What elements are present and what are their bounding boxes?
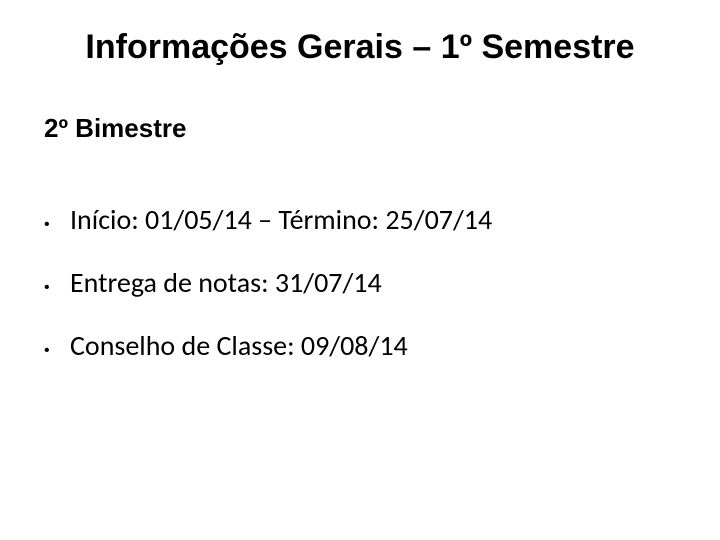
bullet-text: Início: 01/05/14 – Término: 25/07/14 — [70, 202, 492, 237]
list-item: • Conselho de Classe: 09/08/14 — [44, 328, 680, 363]
slide-container: Informações Gerais – 1º Semestre 2º Bime… — [0, 0, 720, 431]
bullet-marker: • — [44, 216, 70, 234]
bullet-list: • Início: 01/05/14 – Término: 25/07/14 •… — [40, 202, 680, 363]
list-item: • Entrega de notas: 31/07/14 — [44, 265, 680, 300]
slide-title: Informações Gerais – 1º Semestre — [40, 28, 680, 67]
bullet-text: Conselho de Classe: 09/08/14 — [70, 328, 408, 363]
list-item: • Início: 01/05/14 – Término: 25/07/14 — [44, 202, 680, 237]
bullet-marker: • — [44, 279, 70, 297]
slide-subtitle: 2º Bimestre — [44, 113, 680, 144]
bullet-marker: • — [44, 342, 70, 360]
bullet-text: Entrega de notas: 31/07/14 — [70, 265, 382, 300]
